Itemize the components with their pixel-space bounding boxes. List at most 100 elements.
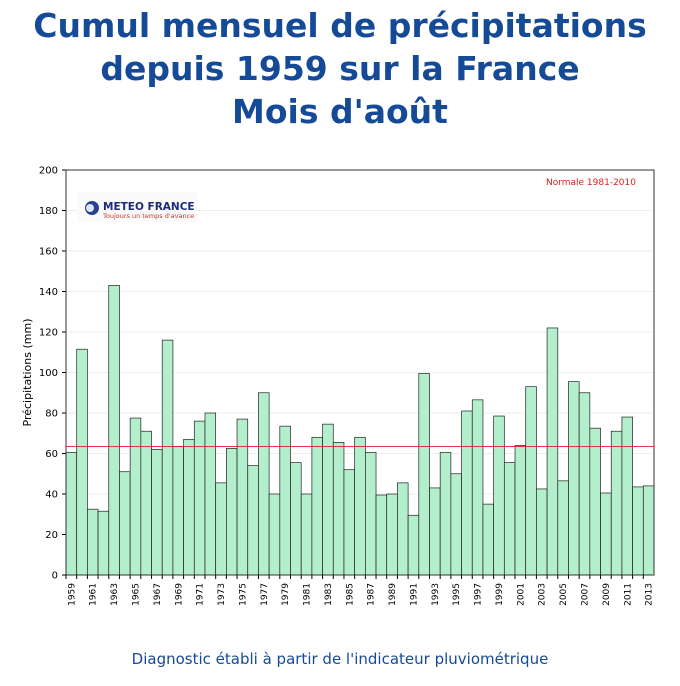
bar-1997 [471,399,484,576]
y-tick-label: 120 [39,328,58,339]
bar-1974 [226,448,238,576]
bar-1976 [247,465,259,576]
y-tick-label: 140 [39,287,58,298]
plot-frame [65,169,655,576]
bar-1999 [493,415,505,576]
bar-1980 [290,462,302,576]
x-tick-label: 1981 [303,583,313,606]
x-tick-label: 1965 [131,583,141,606]
bar-2008 [589,427,601,576]
bar-1964 [119,471,131,576]
x-tick-label: 1975 [238,583,248,606]
x-tick-label: 2001 [516,583,526,606]
bar-1988 [375,494,388,576]
bar-1961 [87,508,99,576]
x-tick-label: 1997 [474,583,484,606]
y-tick-label: 160 [39,247,58,258]
bar-1969 [172,446,184,576]
bar-1994 [439,452,452,576]
y-axis-label: Précipitations (mm) [21,319,34,427]
x-tick-label: 2009 [602,583,612,606]
y-tick-label: 80 [45,409,58,420]
x-tick-label: 1977 [260,583,270,606]
bar-2006 [568,381,580,576]
bar-1996 [461,410,473,576]
title-line-2: depuis 1959 sur la France [100,49,580,88]
bar-2010 [610,430,623,576]
chart-title: Cumul mensuel de précipitations depuis 1… [0,4,680,133]
x-tick-label: 1961 [89,583,99,606]
bar-2009 [600,492,612,576]
bar-1960 [76,348,88,576]
x-tick-label: 1991 [409,583,419,606]
bar-1993 [429,487,441,576]
bar-1978 [268,493,281,576]
bar-1959 [65,452,78,576]
x-tick-label: 1985 [345,583,355,606]
bar-1986 [354,436,366,576]
x-tick-label: 1959 [67,583,77,606]
bar-1975 [236,418,249,576]
bar-1962 [97,510,110,576]
x-tick-label: 1995 [452,583,462,606]
bar-1970 [183,438,195,576]
x-tick-label: 1973 [217,583,227,606]
x-tick-label: 1999 [495,583,505,606]
x-tick-label: 1967 [153,583,163,606]
logo-globe-highlight-icon [86,204,94,212]
bar-2011 [621,416,633,576]
reference-line-label: Normale 1981-2010 [546,178,636,188]
bar-1973 [215,482,227,576]
title-line-3: Mois d'août [232,92,448,131]
x-tick-label: 2011 [623,583,633,606]
x-tick-label: 1993 [431,583,441,606]
y-tick-label: 60 [45,449,58,460]
bar-1989 [386,493,398,576]
bar-1968 [161,339,174,576]
bar-1972 [204,412,217,576]
y-tick-label: 200 [39,166,58,177]
bar-1987 [364,452,377,576]
x-tick-label: 1969 [174,583,184,606]
y-tick-label: 20 [45,530,58,541]
bar-1981 [300,493,313,576]
x-tick-label: 1989 [388,583,398,606]
bar-1995 [450,473,462,576]
x-tick-label: 1963 [110,583,120,606]
bar-1990 [397,482,409,576]
bar-2013 [642,485,655,576]
y-tick-label: 0 [52,571,58,582]
x-tick-label: 1983 [324,583,334,606]
bar-2003 [536,488,548,576]
y-tick-label: 100 [39,368,58,379]
bar-1965 [129,417,142,576]
bar-2001 [514,445,527,576]
bar-1998 [482,503,494,576]
x-tick-label: 1987 [367,583,377,606]
bar-1991 [407,514,420,576]
title-line-1: Cumul mensuel de précipitations [33,6,647,45]
bar-2000 [503,462,516,576]
logo-tagline: Toujours un temps d'avance [102,212,194,220]
x-tick-label: 2005 [559,583,569,606]
y-tick-label: 40 [45,490,58,501]
bar-2004 [546,327,559,576]
bar-1971 [193,420,206,576]
bar-2007 [578,392,591,576]
bar-2012 [632,486,644,576]
bar-1985 [343,469,356,576]
x-tick-label: 2003 [538,583,548,606]
bar-1992 [418,373,430,576]
bar-1977 [258,392,270,576]
bar-1979 [279,425,291,576]
footer-note: Diagnostic établi à partir de l'indicate… [131,650,549,668]
x-tick-label: 2007 [581,583,591,606]
x-tick-label: 1971 [196,583,206,606]
y-tick-label: 180 [39,206,58,217]
bar-1967 [151,449,163,576]
bar-2005 [557,480,569,576]
bar-2002 [525,386,537,576]
bar-1963 [108,285,120,576]
x-tick-label: 1979 [281,583,291,606]
